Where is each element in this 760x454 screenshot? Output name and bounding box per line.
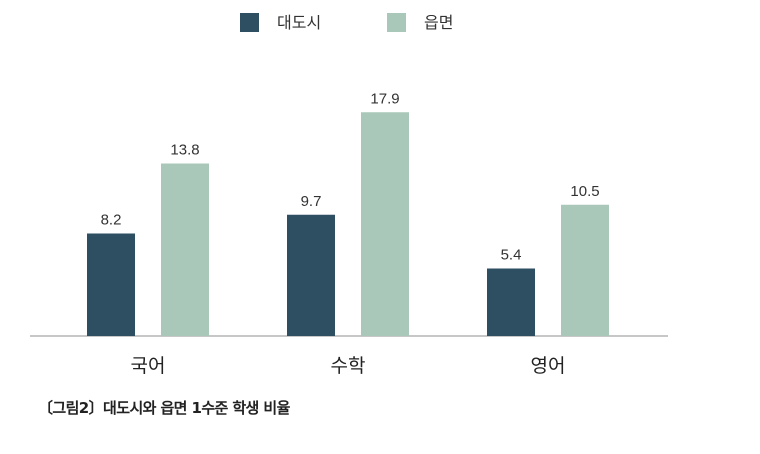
bar-series2-0 xyxy=(161,163,209,336)
x-tick-label-1: 수학 xyxy=(331,355,366,377)
data-label-series1-1: 9.7 xyxy=(301,193,322,210)
legend-label: 읍면 xyxy=(424,13,453,32)
bar-series1-0 xyxy=(87,233,135,336)
legend-item-1: 읍면 xyxy=(387,13,453,32)
bar-series2-1 xyxy=(361,112,409,336)
legend-swatch xyxy=(240,13,259,32)
bar-chart: 8.2 9.7 5.4 13.8 17.9 10.5 국어 수학 영어 대도시 읍면 xyxy=(30,13,668,377)
bar-series2-2 xyxy=(561,204,609,336)
data-label-series2-2: 10.5 xyxy=(570,183,599,200)
bar-series1-2 xyxy=(487,268,535,336)
data-label-series2-0: 13.8 xyxy=(170,142,199,159)
data-label-series1-0: 8.2 xyxy=(101,212,122,229)
data-label-series1-2: 5.4 xyxy=(501,247,522,264)
legend-item-0: 대도시 xyxy=(240,13,321,32)
x-tick-label-2: 영어 xyxy=(531,355,566,377)
data-label-series2-1: 17.9 xyxy=(370,90,399,107)
legend-swatch xyxy=(387,13,406,32)
figure-caption: 〔그림2〕대도시와 읍면 1수준 학생 비율 xyxy=(38,399,290,417)
bar-series1-1 xyxy=(287,214,335,336)
x-tick-label-0: 국어 xyxy=(131,355,166,377)
legend-label: 대도시 xyxy=(277,13,321,32)
